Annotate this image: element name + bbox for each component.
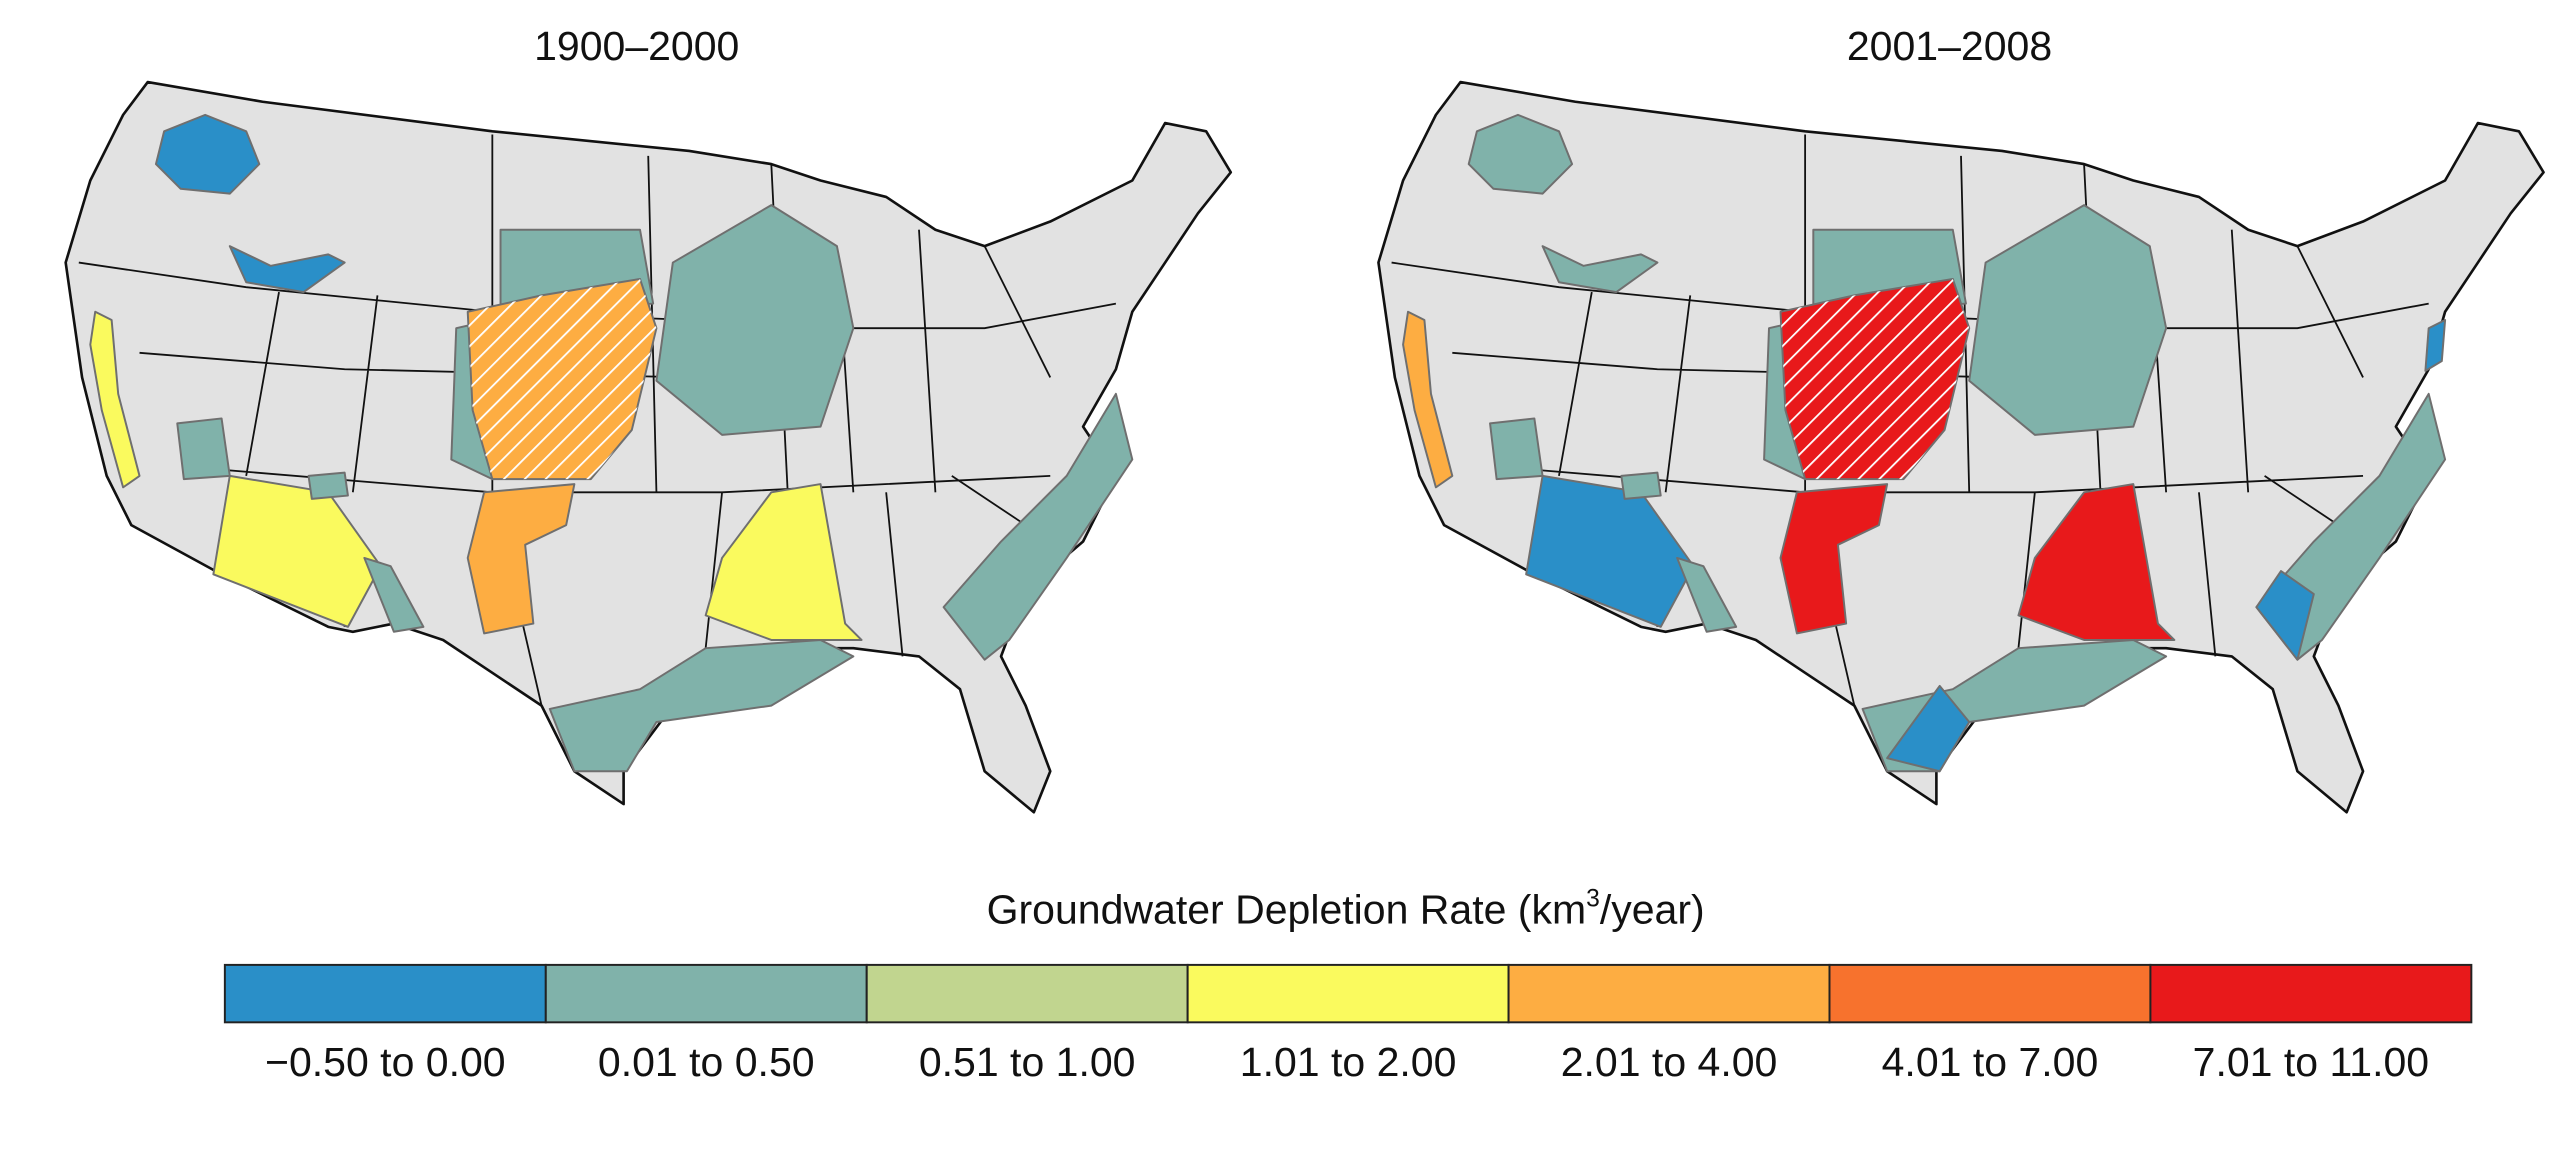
legend-label: −0.50 to 0.00: [265, 1039, 506, 1085]
aquifer-region: [1620, 471, 1662, 500]
hatch-overlay: [467, 278, 657, 480]
aquifer-region: [2424, 319, 2447, 372]
legend-swatch: [1186, 963, 1510, 1024]
aquifer-region: [176, 417, 231, 481]
aquifer-region: [548, 638, 855, 773]
legend-swatch: [1828, 963, 2152, 1024]
map-title: 1900–2000: [534, 23, 739, 69]
legend-label: 7.01 to 11.00: [2193, 1039, 2429, 1085]
legend-title-superscript: 3: [1586, 885, 1600, 912]
legend-swatch: [544, 963, 868, 1024]
legend-label: 1.01 to 2.00: [1240, 1039, 1457, 1085]
aquifer-region: [1779, 483, 1889, 635]
legend-swatch: [1507, 963, 1831, 1024]
legend-swatch: [2149, 963, 2473, 1024]
aquifer-region: [89, 310, 141, 489]
map-right: 2001–2008: [1377, 23, 2545, 814]
legend-title-suffix: /year): [1600, 886, 1705, 932]
map-title: 2001–2008: [1847, 23, 2052, 69]
hatch-overlay: [1780, 278, 1970, 480]
aquifer-region: [228, 245, 346, 294]
legend-swatch: [223, 963, 547, 1024]
aquifer-region: [942, 392, 1134, 661]
aquifer-region: [1467, 113, 1574, 195]
aquifer-region: [1402, 310, 1454, 489]
aquifer-region: [1886, 684, 1971, 773]
legend-swatch: [865, 963, 1189, 1024]
map-left: 1900–2000: [64, 23, 1233, 814]
legend-title: Groundwater Depletion Rate (km3/year): [987, 885, 1705, 932]
aquifer-region: [2255, 570, 2315, 661]
legend: Groundwater Depletion Rate (km3/year) −0…: [223, 885, 2473, 1085]
legend-label: 0.51 to 1.00: [919, 1039, 1136, 1085]
legend-label: 4.01 to 7.00: [1882, 1039, 2099, 1085]
legend-label: 0.01 to 0.50: [598, 1039, 815, 1085]
legend-label: 2.01 to 4.00: [1561, 1039, 1778, 1085]
aquifer-region: [1676, 556, 1738, 633]
aquifer-region: [1541, 245, 1659, 294]
aquifer-region: [363, 556, 425, 633]
aquifer-region: [466, 483, 576, 635]
aquifer-region: [655, 204, 855, 436]
aquifer-region: [307, 471, 349, 500]
aquifer-region: [154, 113, 261, 195]
legend-title-text: Groundwater Depletion Rate (km: [987, 886, 1587, 932]
aquifer-region: [1968, 204, 2168, 436]
aquifer-region: [1489, 417, 1544, 481]
